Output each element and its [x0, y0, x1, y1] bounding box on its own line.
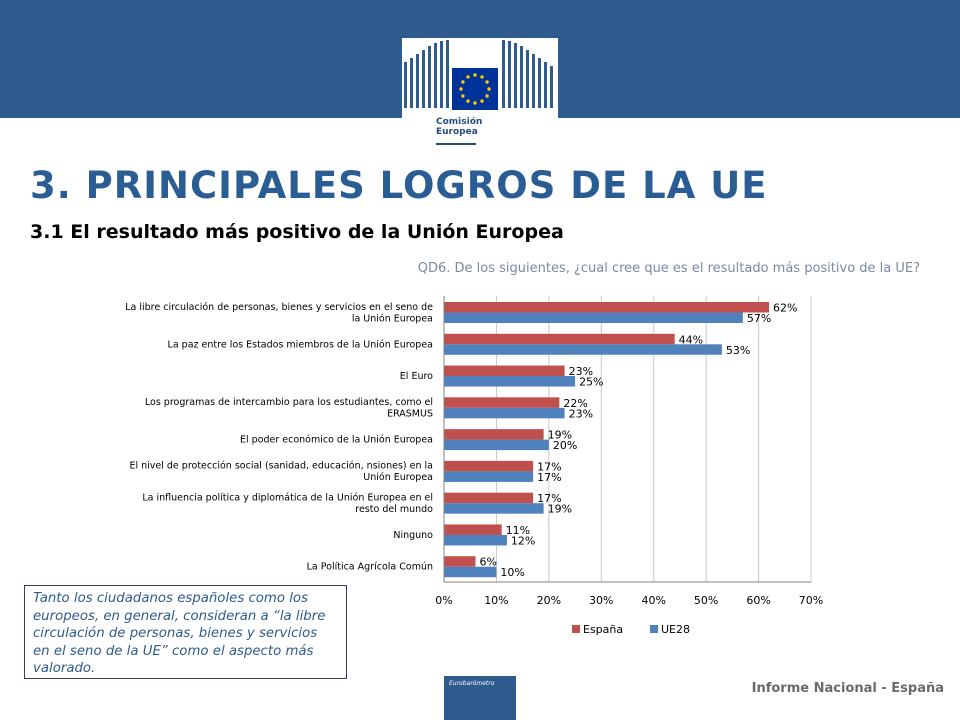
summary-note: Tanto los ciudadanos españoles como los … — [24, 585, 347, 679]
page-title: 3. PRINCIPALES LOGROS DE LA UE — [30, 164, 768, 207]
eu-star-icon — [473, 101, 477, 105]
data-label: 19% — [548, 503, 572, 516]
logo-underline — [436, 143, 476, 145]
bar-ue28 — [444, 439, 549, 451]
bar-espana — [444, 492, 534, 504]
eu-star-icon — [461, 94, 465, 98]
section-subtitle: 3.1 El resultado más positivo de la Unió… — [30, 221, 564, 243]
data-label: 11% — [506, 524, 530, 537]
eu-star-icon — [480, 75, 484, 79]
data-label: 19% — [548, 429, 572, 442]
data-label: 20% — [553, 439, 577, 452]
bar-espana — [444, 460, 534, 472]
data-label: 6% — [479, 556, 496, 569]
legend-swatch — [650, 625, 658, 633]
data-label: 12% — [511, 534, 535, 547]
bar-ue28 — [444, 344, 722, 355]
data-label: 23% — [569, 407, 593, 420]
data-label: 62% — [773, 302, 797, 315]
eu-flag-building-icon — [404, 40, 553, 110]
logo-text-line1: Comisión — [436, 117, 483, 127]
category-label: Ninguno — [393, 530, 433, 541]
eu-star-icon — [461, 80, 465, 84]
legend-swatch — [572, 625, 580, 633]
bar-ue28 — [444, 566, 497, 578]
category-label: El Euro — [400, 371, 433, 382]
category-label: La libre circulación de personas, bienes… — [125, 302, 433, 313]
eu-star-icon — [480, 99, 484, 103]
eurobarometro-logo: Eurobarómetro — [444, 676, 516, 720]
bar-espana — [444, 397, 560, 408]
eu-star-icon — [466, 99, 470, 103]
eu-star-icon — [485, 94, 489, 98]
bar-ue28 — [444, 312, 743, 323]
footer-text: Informe Nacional - España — [751, 681, 944, 696]
category-label: la Unión Europea — [352, 313, 433, 324]
bar-espana — [444, 429, 544, 440]
data-label: 17% — [537, 471, 561, 484]
eu-star-icon — [485, 80, 489, 84]
legend-label: España — [583, 623, 623, 636]
data-label: 23% — [569, 365, 593, 378]
bar-ue28 — [444, 471, 534, 482]
category-label: La influencia política y diplomática de … — [142, 492, 433, 503]
category-label: La Política Agrícola Común — [307, 562, 433, 573]
category-label: ERASMUS — [387, 409, 433, 420]
bar-ue28 — [444, 376, 576, 387]
category-label: Los programas de intercambio para los es… — [145, 397, 433, 408]
category-label: El poder económico de la Unión Europea — [240, 435, 433, 446]
commission-logo-text: Comisión Europea — [436, 117, 482, 137]
x-tick-label: 40% — [641, 594, 665, 607]
x-tick-label: 0% — [435, 594, 452, 607]
bar-espana — [444, 524, 502, 535]
eu-star-icon — [487, 87, 491, 91]
bar-ue28 — [444, 534, 507, 546]
eu-star-icon — [473, 73, 477, 77]
bar-espana — [444, 302, 770, 313]
x-tick-label: 10% — [484, 594, 508, 607]
category-label: La paz entre los Estados miembros de la … — [168, 339, 433, 350]
commission-logo — [402, 38, 558, 148]
data-label: 44% — [679, 333, 703, 346]
logo-text-line2: Europea — [436, 127, 478, 137]
x-tick-label: 20% — [537, 594, 561, 607]
x-tick-label: 70% — [799, 594, 823, 607]
bar-ue28 — [444, 407, 565, 419]
data-label: 53% — [726, 344, 750, 357]
x-tick-label: 50% — [694, 594, 718, 607]
data-label: 17% — [537, 492, 561, 505]
x-tick-label: 30% — [589, 594, 613, 607]
data-label: 57% — [747, 312, 771, 325]
question-text: QD6. De los siguientes, ¿cual cree que e… — [417, 261, 920, 276]
bar-espana — [444, 365, 565, 377]
bar-ue28 — [444, 503, 544, 514]
bar-espana — [444, 556, 476, 567]
data-label: 17% — [537, 460, 561, 473]
eurobarometro-logo-text: Eurobarómetro — [449, 680, 495, 687]
data-label: 10% — [500, 566, 524, 579]
category-label: El nivel de protección social (sanidad, … — [129, 461, 433, 472]
bar-espana — [444, 333, 675, 345]
legend-label: UE28 — [661, 623, 690, 636]
data-label: 22% — [563, 397, 587, 410]
eu-star-icon — [466, 75, 470, 79]
category-label: Unión Europea — [363, 472, 433, 483]
x-tick-label: 60% — [746, 594, 770, 607]
category-label: resto del mundo — [355, 504, 433, 515]
eu-star-icon — [459, 87, 463, 91]
data-label: 25% — [579, 376, 603, 389]
